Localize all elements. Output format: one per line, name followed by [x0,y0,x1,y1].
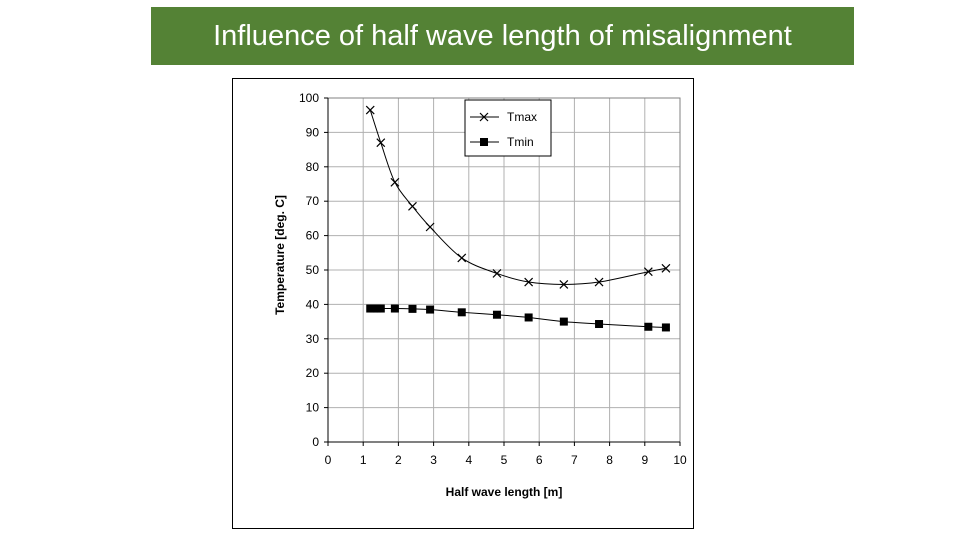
series-layer [365,105,671,332]
x-tick-label: 3 [430,453,437,467]
legend-marker-tmax [479,112,489,122]
data-point-tmax [492,269,502,278]
marker-stroke [524,277,534,287]
marker-stroke [594,277,604,287]
data-point-tmin [595,320,604,329]
series-tmin [366,304,670,332]
y-tick-label: 100 [299,91,319,105]
marker-stroke [559,280,569,289]
data-point-tmax [524,277,534,287]
data-point-tmin [376,304,385,313]
data-point-tmin [408,304,417,313]
data-point-tmax [559,280,569,289]
data-point-tmin [492,310,501,319]
y-tick-label: 50 [306,263,320,277]
data-point-tmin [426,305,435,314]
marker-stroke [643,267,653,277]
x-tick-label: 5 [501,453,508,467]
data-point-tmin [559,317,568,326]
legend-label-tmax: Tmax [507,110,537,124]
x-axis-title: Half wave length [m] [446,485,563,499]
data-point-tmin [644,322,653,331]
x-tick-label: 2 [395,453,402,467]
marker-stroke [492,269,502,278]
data-point-tmax [408,201,417,211]
legend-label-tmin: Tmin [507,135,534,149]
series-tmax [365,105,671,289]
marker-stroke [425,222,435,232]
data-point-tmin [390,304,399,313]
marker-stroke [479,112,489,122]
grid [328,98,680,442]
marker-stroke [661,263,671,273]
slide-title: Influence of half wave length of misalig… [213,19,792,52]
y-tick-label: 20 [306,366,320,380]
data-point-tmax [390,177,400,187]
series-line-tmax [369,109,667,285]
marker-stroke [376,138,386,148]
chart-frame: 0 10 20 30 40 50 60 70 80 90 100 0 1 2 3 4 5 6 7 8 9 10 Half w… [232,78,694,529]
y-tick-label: 30 [306,332,320,346]
marker-stroke [457,253,467,263]
y-tick-label: 80 [306,160,320,174]
x-tick-label: 10 [673,453,687,467]
legend-marker-tmin [480,138,488,146]
x-tick-label: 7 [571,453,578,467]
data-point-tmin [524,313,533,322]
x-tick-label: 1 [360,453,367,467]
x-tick-label: 4 [465,453,472,467]
marker-stroke [408,201,417,211]
data-point-tmax [376,138,386,148]
data-point-tmax [425,222,435,232]
data-point-tmax [643,267,653,277]
axes: 0 10 20 30 40 50 60 70 80 90 100 0 1 2 3 4 5 6 7 8 9 10 Half w… [273,91,687,499]
legend: Tmax Tmin [464,99,552,157]
data-point-tmin [661,323,670,332]
x-tick-label: 0 [325,453,332,467]
legend-box [464,99,552,157]
data-point-tmin [457,308,466,317]
y-tick-label: 0 [312,435,319,449]
marker-stroke [365,105,375,115]
y-axis-title: Temperature [deg. C] [273,195,287,315]
data-point-tmax [594,277,604,287]
slide-title-banner: Influence of half wave length of misalig… [151,7,854,65]
y-tick-label: 10 [306,401,320,415]
y-tick-label: 60 [306,229,320,243]
x-tick-label: 9 [641,453,648,467]
x-tick-label: 8 [606,453,613,467]
x-tick-label: 6 [536,453,543,467]
data-point-tmax [661,263,671,273]
data-point-tmax [365,105,375,115]
y-tick-label: 90 [306,125,320,139]
y-tick-label: 40 [306,297,320,311]
y-tick-label: 70 [306,194,320,208]
marker-stroke [390,177,400,187]
chart: 0 10 20 30 40 50 60 70 80 90 100 0 1 2 3 4 5 6 7 8 9 10 Half w… [273,91,687,499]
data-point-tmax [457,253,467,263]
